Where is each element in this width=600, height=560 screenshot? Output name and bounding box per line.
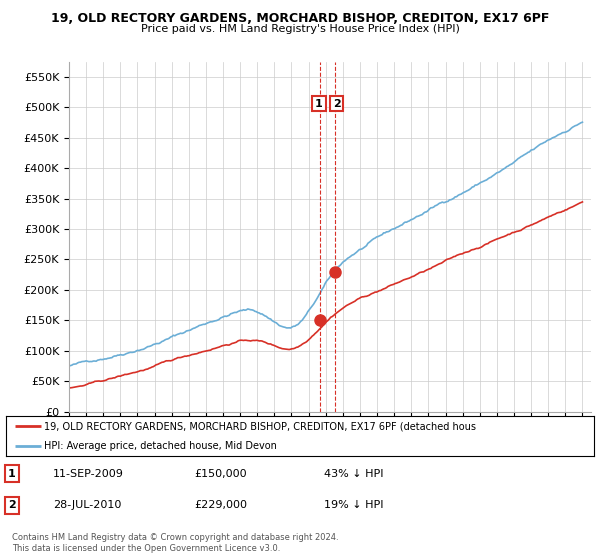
Text: HPI: Average price, detached house, Mid Devon: HPI: Average price, detached house, Mid … <box>44 441 277 451</box>
Text: 2: 2 <box>8 500 16 510</box>
Text: 2: 2 <box>333 99 341 109</box>
Text: 28-JUL-2010: 28-JUL-2010 <box>53 500 121 510</box>
Text: 11-SEP-2009: 11-SEP-2009 <box>53 469 124 479</box>
Text: 19, OLD RECTORY GARDENS, MORCHARD BISHOP, CREDITON, EX17 6PF (detached hous: 19, OLD RECTORY GARDENS, MORCHARD BISHOP… <box>44 421 476 431</box>
Text: Price paid vs. HM Land Registry's House Price Index (HPI): Price paid vs. HM Land Registry's House … <box>140 24 460 34</box>
Text: 19% ↓ HPI: 19% ↓ HPI <box>323 500 383 510</box>
Text: £229,000: £229,000 <box>194 500 247 510</box>
Text: 1: 1 <box>315 99 323 109</box>
Text: 1: 1 <box>8 469 16 479</box>
Text: 19, OLD RECTORY GARDENS, MORCHARD BISHOP, CREDITON, EX17 6PF: 19, OLD RECTORY GARDENS, MORCHARD BISHOP… <box>51 12 549 25</box>
Text: Contains HM Land Registry data © Crown copyright and database right 2024.
This d: Contains HM Land Registry data © Crown c… <box>12 533 338 553</box>
Text: 43% ↓ HPI: 43% ↓ HPI <box>323 469 383 479</box>
Text: £150,000: £150,000 <box>194 469 247 479</box>
